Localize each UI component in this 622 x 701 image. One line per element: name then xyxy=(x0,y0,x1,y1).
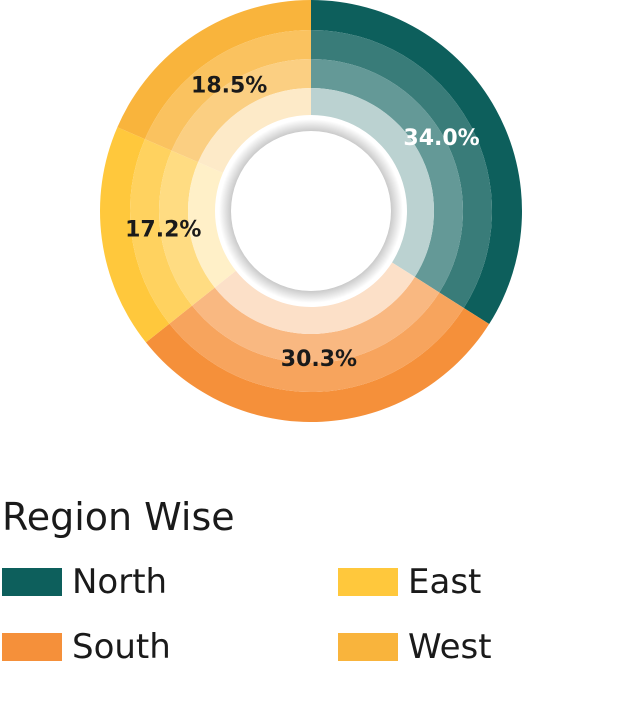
donut-hole xyxy=(231,131,391,291)
slice-west xyxy=(117,0,311,173)
donut-slices xyxy=(99,0,522,423)
slice-north-band-3 xyxy=(311,59,463,293)
legend-label-east: East xyxy=(408,562,482,602)
legend-title: Region Wise xyxy=(2,495,235,539)
slice-east xyxy=(99,127,236,343)
slice-labels: 34.0% 30.3% 17.2% 18.5% xyxy=(125,73,480,371)
legend-swatch-east xyxy=(338,568,398,596)
slice-north-band-4 xyxy=(311,88,434,277)
slice-east-band-4 xyxy=(188,162,236,288)
legend-label-north: North xyxy=(72,562,168,602)
donut-chart: 34.0% 30.3% 17.2% 18.5% xyxy=(99,0,522,423)
slice-label-north: 34.0% xyxy=(403,126,479,151)
slice-north xyxy=(311,0,522,325)
slice-south-band-3 xyxy=(192,276,440,363)
slice-west-band-4 xyxy=(198,87,311,173)
legend-swatch-west xyxy=(338,633,398,661)
slice-label-south: 30.3% xyxy=(281,347,357,372)
slice-east-band-3 xyxy=(158,150,215,306)
slice-east-band-2 xyxy=(130,139,193,324)
slice-south-band-1 xyxy=(145,307,490,423)
slice-west-band-3 xyxy=(171,58,311,163)
slice-south xyxy=(145,262,490,423)
legend-swatch-south xyxy=(2,633,62,661)
legend-item-south: South xyxy=(2,627,171,667)
legend-item-west: West xyxy=(338,627,492,667)
legend-item-east: East xyxy=(338,562,481,602)
slice-north-band-1 xyxy=(311,0,522,325)
legend-item-north: North xyxy=(2,562,167,602)
legend-swatch-north xyxy=(2,568,62,596)
slice-label-west: 18.5% xyxy=(191,73,267,98)
slice-east-band-1 xyxy=(99,127,170,343)
slice-south-band-2 xyxy=(169,292,464,392)
legend-label-west: West xyxy=(408,627,492,667)
slice-west-band-2 xyxy=(144,30,311,151)
slice-north-band-2 xyxy=(311,30,492,308)
slice-label-east: 17.2% xyxy=(125,218,201,243)
slice-west-band-1 xyxy=(117,0,311,140)
slice-south-band-4 xyxy=(214,262,415,334)
legend-label-south: South xyxy=(72,627,171,667)
